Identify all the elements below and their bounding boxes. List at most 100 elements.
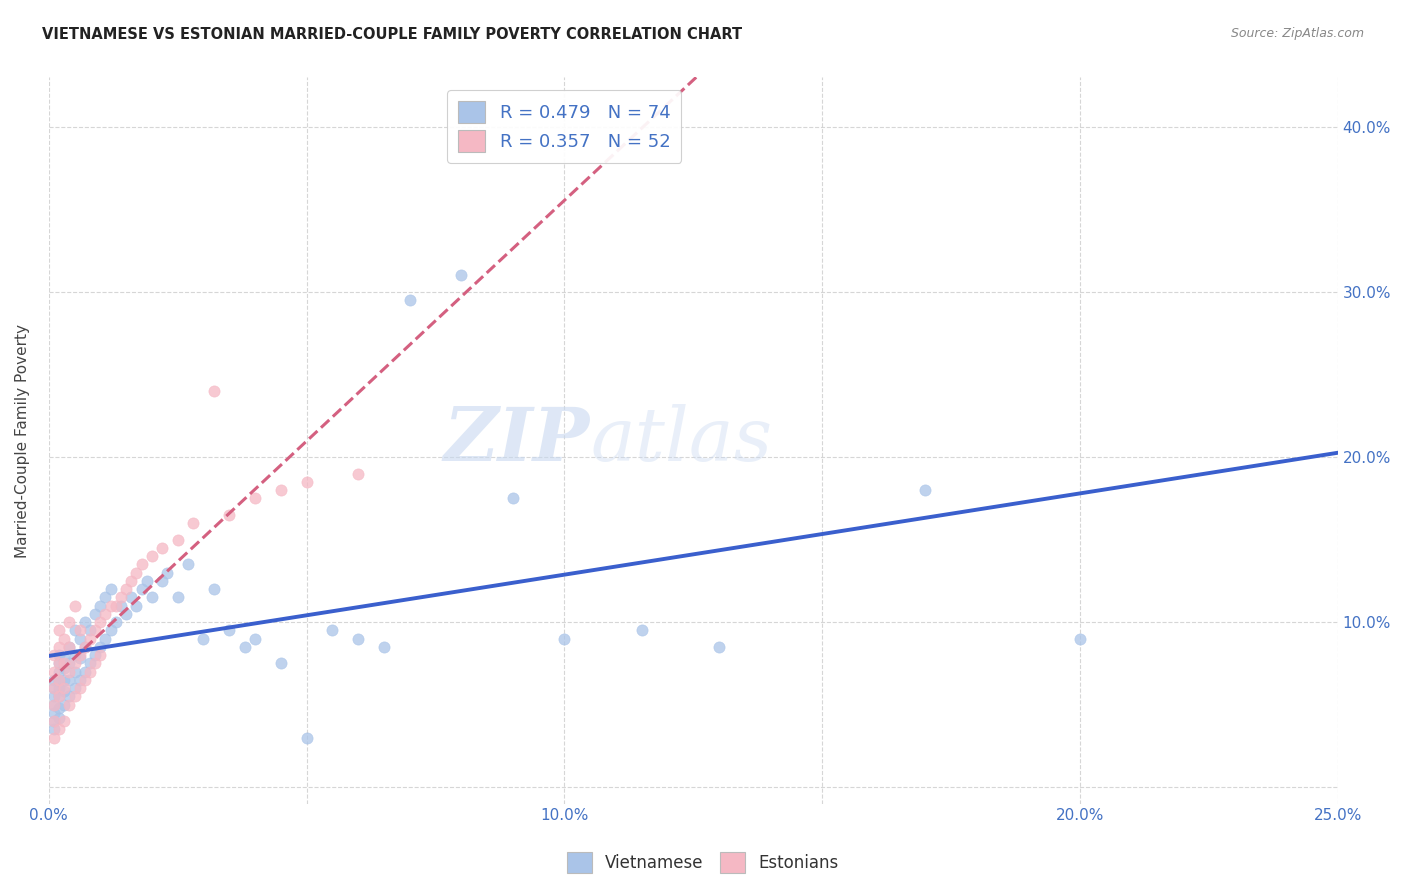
Point — [58, 698, 80, 712]
Point — [63, 681, 86, 695]
Point — [48, 723, 70, 737]
Text: ZIP: ZIP — [444, 404, 591, 477]
Point — [69, 651, 91, 665]
Point — [63, 599, 86, 613]
Point — [42, 714, 65, 728]
Point — [53, 714, 76, 728]
Point — [79, 624, 101, 638]
Point — [73, 673, 96, 687]
Point — [89, 615, 111, 629]
Point — [73, 615, 96, 629]
Point — [347, 467, 370, 481]
Point — [295, 475, 318, 489]
Point — [115, 582, 138, 596]
Y-axis label: Married-Couple Family Poverty: Married-Couple Family Poverty — [15, 324, 30, 558]
Point — [73, 665, 96, 679]
Point — [94, 632, 117, 646]
Point — [42, 665, 65, 679]
Point — [94, 607, 117, 621]
Point — [181, 516, 204, 530]
Point — [707, 640, 730, 654]
Point — [42, 681, 65, 695]
Point — [1069, 632, 1091, 646]
Point — [69, 648, 91, 662]
Point — [84, 607, 107, 621]
Point — [63, 648, 86, 662]
Point — [243, 491, 266, 506]
Point — [120, 591, 142, 605]
Point — [48, 690, 70, 704]
Point — [69, 681, 91, 695]
Point — [58, 640, 80, 654]
Point — [131, 558, 153, 572]
Point — [84, 624, 107, 638]
Text: Source: ZipAtlas.com: Source: ZipAtlas.com — [1230, 27, 1364, 40]
Point — [100, 599, 122, 613]
Point — [53, 632, 76, 646]
Point — [53, 698, 76, 712]
Point — [53, 673, 76, 687]
Point — [141, 549, 163, 563]
Point — [270, 657, 292, 671]
Point — [48, 701, 70, 715]
Point — [48, 648, 70, 662]
Point — [84, 657, 107, 671]
Point — [58, 615, 80, 629]
Point — [295, 731, 318, 745]
Point — [125, 566, 148, 580]
Point — [193, 632, 215, 646]
Point — [150, 574, 173, 588]
Point — [42, 714, 65, 728]
Point — [63, 690, 86, 704]
Point — [63, 624, 86, 638]
Point — [48, 673, 70, 687]
Point — [100, 582, 122, 596]
Point — [73, 640, 96, 654]
Point — [373, 640, 395, 654]
Point — [84, 648, 107, 662]
Point — [131, 582, 153, 596]
Point — [150, 541, 173, 555]
Point — [553, 632, 575, 646]
Point — [42, 723, 65, 737]
Point — [53, 681, 76, 695]
Point — [42, 706, 65, 720]
Point — [110, 591, 132, 605]
Point — [218, 508, 240, 522]
Point — [89, 640, 111, 654]
Point — [42, 681, 65, 695]
Point — [53, 651, 76, 665]
Point — [202, 384, 225, 398]
Point — [42, 731, 65, 745]
Point — [321, 624, 343, 638]
Point — [202, 582, 225, 596]
Point — [69, 632, 91, 646]
Point — [53, 657, 76, 671]
Point — [104, 599, 127, 613]
Point — [156, 566, 179, 580]
Point — [135, 574, 157, 588]
Point — [63, 665, 86, 679]
Point — [79, 632, 101, 646]
Point — [115, 607, 138, 621]
Point — [233, 640, 256, 654]
Point — [63, 657, 86, 671]
Point — [48, 624, 70, 638]
Point — [42, 698, 65, 712]
Point — [166, 533, 188, 547]
Point — [48, 640, 70, 654]
Point — [398, 293, 420, 308]
Point — [69, 624, 91, 638]
Point — [630, 624, 652, 638]
Legend: R = 0.479   N = 74, R = 0.357   N = 52: R = 0.479 N = 74, R = 0.357 N = 52 — [447, 90, 682, 163]
Point — [120, 574, 142, 588]
Point — [48, 665, 70, 679]
Point — [502, 491, 524, 506]
Point — [53, 684, 76, 698]
Point — [141, 591, 163, 605]
Point — [69, 673, 91, 687]
Point — [48, 673, 70, 687]
Point — [48, 690, 70, 704]
Point — [58, 690, 80, 704]
Point — [110, 599, 132, 613]
